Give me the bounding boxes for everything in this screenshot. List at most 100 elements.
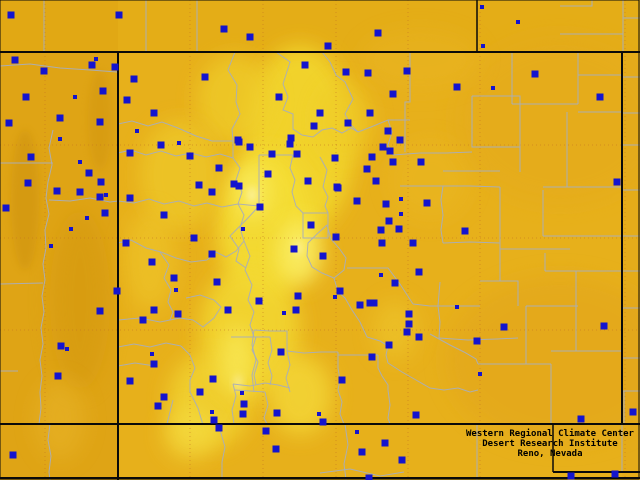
station-marker[interactable] [186, 152, 194, 160]
station-marker[interactable] [415, 333, 423, 341]
station-marker[interactable] [174, 310, 182, 318]
station-marker[interactable] [208, 250, 216, 258]
station-marker[interactable] [405, 320, 413, 328]
station-marker[interactable] [287, 134, 295, 142]
station-marker[interactable] [301, 61, 309, 69]
station-marker[interactable] [412, 411, 420, 419]
station-marker[interactable] [377, 226, 385, 234]
station-marker[interactable] [307, 221, 315, 229]
station-marker[interactable] [195, 181, 203, 189]
station-marker[interactable] [53, 187, 61, 195]
station-marker[interactable] [101, 209, 109, 217]
station-marker[interactable] [389, 158, 397, 166]
station-marker[interactable] [78, 160, 82, 164]
station-marker[interactable] [364, 69, 372, 77]
station-marker[interactable] [385, 341, 393, 349]
station-marker[interactable] [613, 178, 621, 186]
station-marker[interactable] [344, 119, 352, 127]
station-marker[interactable] [319, 252, 327, 260]
station-marker[interactable] [235, 138, 243, 146]
station-marker[interactable] [356, 301, 364, 309]
station-marker[interactable] [382, 200, 390, 208]
station-marker[interactable] [76, 188, 84, 196]
station-marker[interactable] [115, 11, 123, 19]
station-marker[interactable] [94, 57, 98, 61]
station-marker[interactable] [160, 393, 168, 401]
station-marker[interactable] [316, 109, 324, 117]
station-marker[interactable] [150, 360, 158, 368]
station-marker[interactable] [210, 410, 214, 414]
station-marker[interactable] [277, 348, 285, 356]
station-marker[interactable] [209, 375, 217, 383]
station-marker[interactable] [391, 279, 399, 287]
station-marker[interactable] [358, 448, 366, 456]
station-marker[interactable] [399, 197, 403, 201]
station-marker[interactable] [126, 149, 134, 157]
station-marker[interactable] [324, 42, 332, 50]
station-marker[interactable] [126, 194, 134, 202]
station-marker[interactable] [7, 11, 15, 19]
station-marker[interactable] [386, 147, 394, 155]
station-marker[interactable] [139, 316, 147, 324]
station-marker[interactable] [241, 227, 245, 231]
station-marker[interactable] [319, 418, 327, 426]
station-marker[interactable] [97, 178, 105, 186]
station-marker[interactable] [629, 408, 637, 416]
station-marker[interactable] [379, 273, 383, 277]
station-marker[interactable] [177, 141, 181, 145]
station-marker[interactable] [272, 445, 280, 453]
station-marker[interactable] [395, 225, 403, 233]
station-marker[interactable] [246, 33, 254, 41]
station-marker[interactable] [57, 342, 65, 350]
station-marker[interactable] [24, 179, 32, 187]
station-marker[interactable] [398, 456, 406, 464]
station-marker[interactable] [478, 372, 482, 376]
station-marker[interactable] [255, 297, 263, 305]
station-marker[interactable] [230, 180, 238, 188]
station-marker[interactable] [123, 96, 131, 104]
station-marker[interactable] [135, 129, 139, 133]
station-marker[interactable] [516, 20, 520, 24]
station-marker[interactable] [596, 93, 604, 101]
station-marker[interactable] [461, 227, 469, 235]
station-marker[interactable] [374, 29, 382, 37]
station-marker[interactable] [405, 310, 413, 318]
station-marker[interactable] [453, 83, 461, 91]
station-marker[interactable] [336, 287, 344, 295]
station-marker[interactable] [338, 376, 346, 384]
station-marker[interactable] [292, 306, 300, 314]
station-marker[interactable] [9, 451, 17, 459]
station-marker[interactable] [58, 137, 62, 141]
station-marker[interactable] [334, 184, 342, 192]
station-marker[interactable] [403, 328, 411, 336]
station-marker[interactable] [150, 306, 158, 314]
station-marker[interactable] [331, 154, 339, 162]
station-marker[interactable] [239, 410, 247, 418]
station-marker[interactable] [379, 143, 387, 151]
station-marker[interactable] [353, 197, 361, 205]
station-marker[interactable] [294, 292, 302, 300]
station-marker[interactable] [286, 140, 294, 148]
station-marker[interactable] [273, 409, 281, 417]
station-marker[interactable] [481, 44, 485, 48]
station-marker[interactable] [85, 169, 93, 177]
station-marker[interactable] [215, 424, 223, 432]
station-marker[interactable] [148, 258, 156, 266]
station-marker[interactable] [2, 204, 10, 212]
station-marker[interactable] [268, 150, 276, 158]
station-marker[interactable] [389, 90, 397, 98]
station-marker[interactable] [304, 177, 312, 185]
station-marker[interactable] [85, 216, 89, 220]
station-marker[interactable] [385, 217, 393, 225]
station-marker[interactable] [88, 61, 96, 69]
station-marker[interactable] [403, 67, 411, 75]
station-marker[interactable] [262, 427, 270, 435]
station-marker[interactable] [196, 388, 204, 396]
station-marker[interactable] [368, 153, 376, 161]
station-marker[interactable] [99, 87, 107, 95]
station-marker[interactable] [332, 233, 340, 241]
station-marker[interactable] [160, 211, 168, 219]
station-marker[interactable] [104, 193, 108, 197]
